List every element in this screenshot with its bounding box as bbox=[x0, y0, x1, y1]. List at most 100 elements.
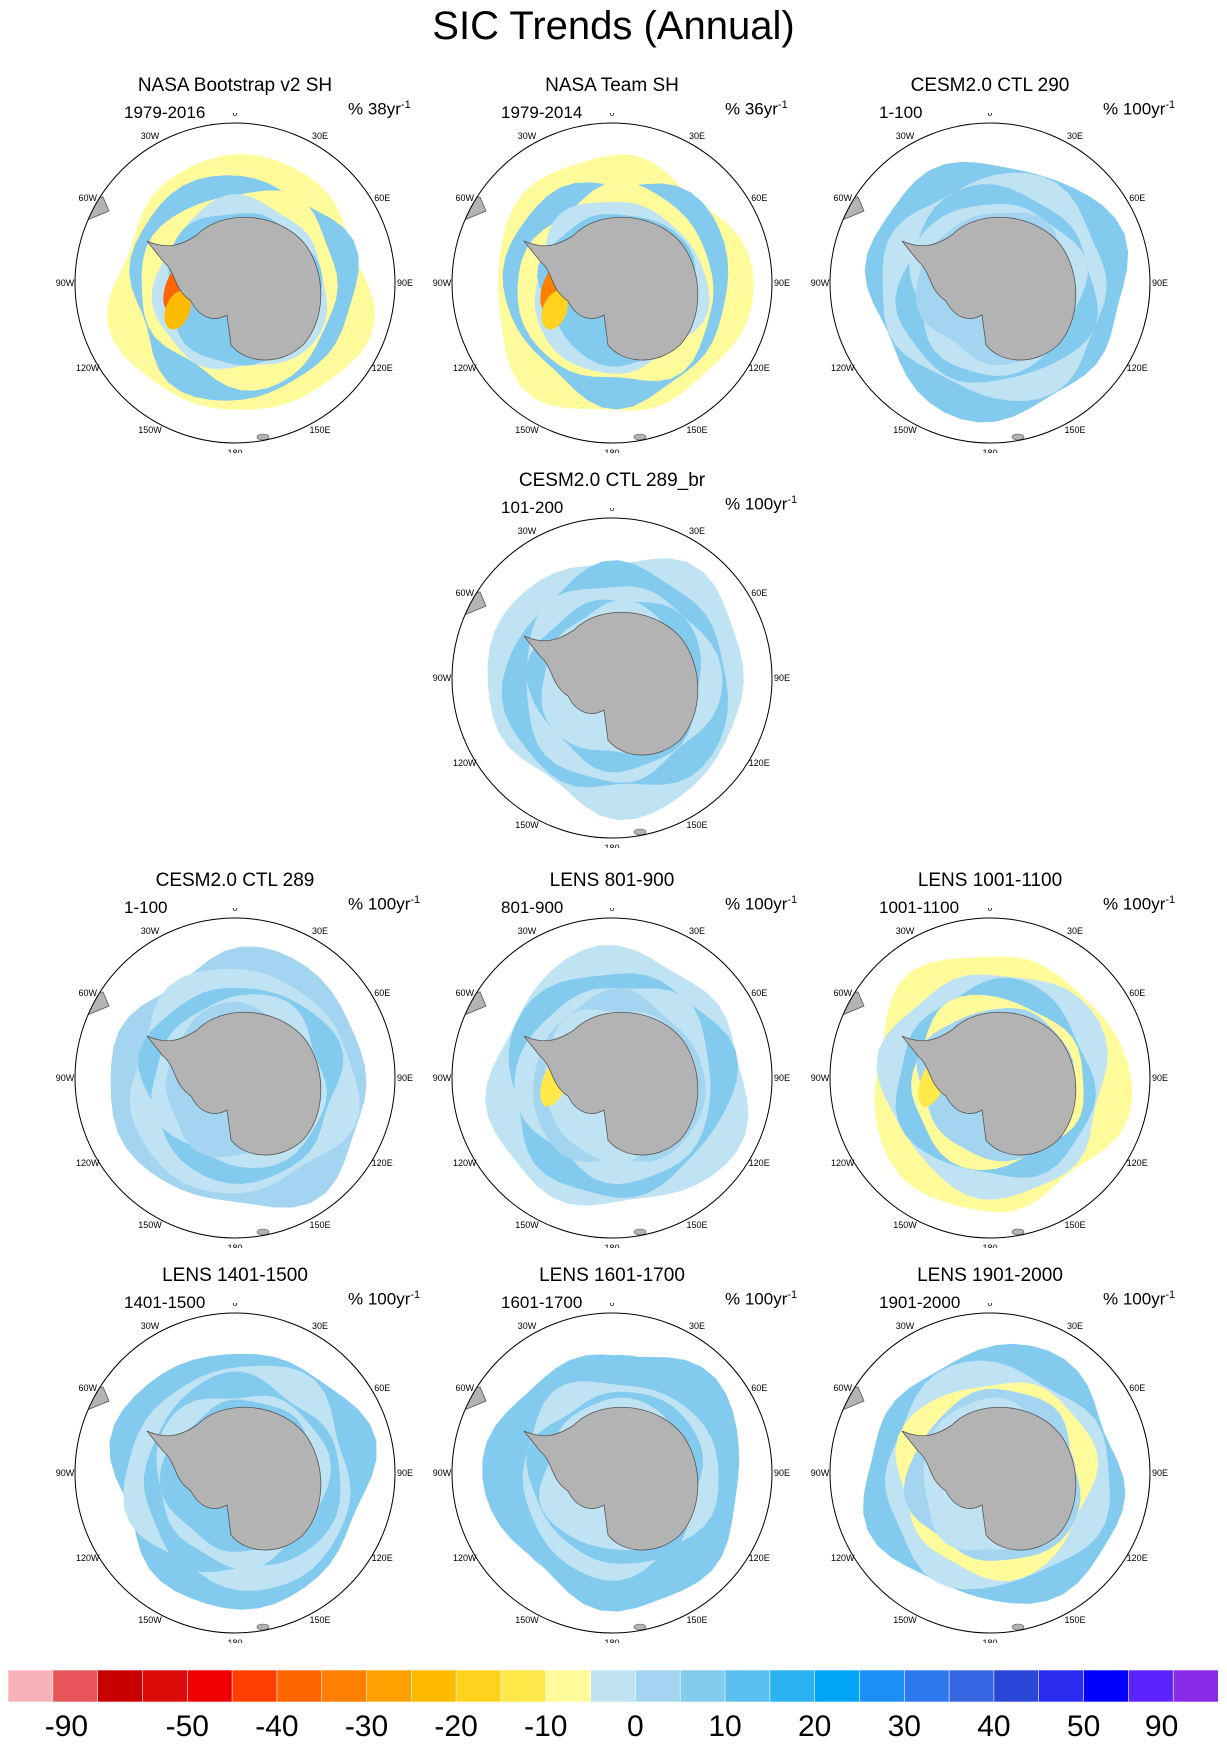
longitude-label: 30E bbox=[1067, 926, 1083, 936]
longitude-label: 120W bbox=[453, 363, 477, 373]
longitude-label: 30W bbox=[518, 526, 537, 536]
longitude-label: 90W bbox=[56, 1468, 75, 1478]
longitude-label: 60W bbox=[456, 588, 475, 598]
colorbar-segment bbox=[859, 1670, 906, 1702]
antarctica-landmass bbox=[146, 1406, 322, 1551]
longitude-label: 30E bbox=[689, 526, 705, 536]
colorbar-segment bbox=[8, 1670, 54, 1702]
longitude-label: 120E bbox=[372, 363, 393, 373]
panel-period: 1979-2014 bbox=[501, 103, 583, 122]
colorbar-segment bbox=[276, 1670, 323, 1702]
new-zealand-landmass bbox=[633, 1623, 647, 1631]
figure-title: SIC Trends (Annual) bbox=[432, 4, 795, 48]
longitude-label: 60E bbox=[1129, 988, 1145, 998]
longitude-label: 30W bbox=[141, 1321, 160, 1331]
colorbar-labels: -90 -50 -40 -30 -20 -10 0 10 20 30 40 50 90 bbox=[0, 1710, 1227, 1744]
new-zealand-landmass bbox=[633, 433, 647, 441]
antarctica-landmass bbox=[523, 1406, 699, 1551]
longitude-label: 150W bbox=[138, 425, 162, 435]
longitude-label: 30W bbox=[518, 131, 537, 141]
colorbar-segment bbox=[1083, 1670, 1130, 1702]
longitude-label: 180 bbox=[604, 448, 619, 453]
longitude-label: 180 bbox=[982, 1638, 997, 1643]
longitude-label: 150E bbox=[1064, 1615, 1085, 1625]
longitude-label: 150E bbox=[309, 1615, 330, 1625]
panel-units: % 100yr-1 bbox=[348, 1289, 421, 1309]
longitude-label: 150E bbox=[686, 425, 707, 435]
longitude-label: 30W bbox=[896, 926, 915, 936]
longitude-label: 30W bbox=[141, 926, 160, 936]
longitude-label: 60E bbox=[1129, 193, 1145, 203]
longitude-label: 0 bbox=[987, 113, 992, 118]
colorbar-tick-label: 40 bbox=[977, 1710, 1011, 1743]
new-zealand-landmass bbox=[633, 1228, 647, 1236]
longitude-label: 90W bbox=[56, 1073, 75, 1083]
longitude-label: 60W bbox=[456, 988, 475, 998]
colorbar-segment bbox=[1128, 1670, 1175, 1702]
map-panel: LENS 801-900 801-900 % 100yr-1 0 30E 60E 90E 12… bbox=[427, 870, 797, 1250]
longitude-label: 120W bbox=[831, 1553, 855, 1563]
longitude-label: 30W bbox=[518, 926, 537, 936]
longitude-label: 90E bbox=[397, 1468, 413, 1478]
colorbar-tick-label: 90 bbox=[1144, 1710, 1179, 1743]
longitude-label: 150E bbox=[686, 1615, 707, 1625]
new-zealand-landmass bbox=[256, 1623, 270, 1631]
longitude-label: 0 bbox=[987, 908, 992, 913]
panel-title: NASA Bootstrap v2 SH bbox=[137, 75, 333, 96]
panel-title: LENS 1901-2000 bbox=[917, 1265, 1063, 1286]
map-panel: CESM2.0 CTL 289_br 101-200 % 100yr-1 0 30E 60… bbox=[427, 470, 797, 850]
longitude-label: 30E bbox=[312, 926, 328, 936]
colorbar-segment bbox=[948, 1670, 995, 1702]
map-boundary bbox=[451, 1312, 773, 1634]
longitude-label: 120W bbox=[76, 1158, 100, 1168]
longitude-label: 60W bbox=[456, 193, 475, 203]
longitude-label: 30E bbox=[1067, 131, 1083, 141]
longitude-label: 30W bbox=[896, 1321, 915, 1331]
map-boundary bbox=[829, 122, 1151, 444]
new-zealand-landmass bbox=[1011, 1623, 1025, 1631]
colorbar-segment bbox=[321, 1670, 368, 1702]
map-boundary bbox=[451, 122, 773, 444]
new-zealand-landmass bbox=[256, 1228, 270, 1236]
colorbar-segment bbox=[545, 1670, 592, 1702]
longitude-label: 180 bbox=[227, 1243, 242, 1248]
map-panel: NASA Team SH 1979-2014 % 36yr-1 0 30E 60E 90E 1… bbox=[427, 75, 797, 455]
longitude-label: 120E bbox=[372, 1158, 393, 1168]
polar-map: 0 30E 60E 90E 120E 150E 180 150W 120W 90W 60W 30W bbox=[811, 1303, 1168, 1643]
antarctica-landmass bbox=[523, 611, 699, 756]
longitude-label: 150E bbox=[1064, 1220, 1085, 1230]
colorbar-segment bbox=[1172, 1670, 1218, 1702]
longitude-label: 90W bbox=[56, 278, 75, 288]
panel-units: % 100yr-1 bbox=[1103, 99, 1176, 119]
new-zealand-landmass bbox=[256, 433, 270, 441]
longitude-label: 150E bbox=[686, 820, 707, 830]
map-panel: LENS 1001-1100 1001-1100 % 100yr-1 0 30E 60E 9… bbox=[805, 870, 1175, 1250]
map-boundary bbox=[74, 122, 396, 444]
map-panel: LENS 1901-2000 1901-2000 % 100yr-1 0 30E 60E 9… bbox=[805, 1265, 1175, 1645]
panel-units: % 100yr-1 bbox=[348, 894, 421, 914]
longitude-label: 90W bbox=[433, 1073, 452, 1083]
colorbar-segment bbox=[455, 1670, 502, 1702]
longitude-label: 90E bbox=[774, 673, 790, 683]
colorbar-tick-label: -40 bbox=[255, 1710, 299, 1743]
longitude-label: 90W bbox=[811, 1073, 830, 1083]
antarctica-landmass bbox=[901, 1406, 1077, 1551]
panel-period: 1601-1700 bbox=[501, 1293, 583, 1312]
longitude-label: 120E bbox=[749, 758, 770, 768]
colorbar-tick-label: -50 bbox=[165, 1710, 209, 1743]
colorbar-segment bbox=[187, 1670, 233, 1702]
colorbar-tick-label: -10 bbox=[524, 1710, 568, 1743]
trend-hotspot bbox=[541, 290, 568, 330]
longitude-label: 120W bbox=[76, 1553, 100, 1563]
longitude-label: 150W bbox=[515, 820, 539, 830]
map-boundary bbox=[74, 1312, 396, 1634]
longitude-label: 30W bbox=[518, 1321, 537, 1331]
longitude-label: 150E bbox=[686, 1220, 707, 1230]
polar-map: 0 30E 60E 90E 120E 150E 180 150W 120W 90W 60W 30W bbox=[433, 508, 790, 848]
panel-period: 1-100 bbox=[879, 103, 923, 122]
colorbar-segment bbox=[635, 1670, 682, 1702]
panel-title: CESM2.0 CTL 290 bbox=[910, 75, 1070, 96]
panel-units: % 100yr-1 bbox=[1103, 1289, 1176, 1309]
polar-map: 0 30E 60E 90E 120E 150E 180 150W 120W 90W 60W 30W bbox=[56, 1303, 413, 1643]
longitude-label: 150W bbox=[893, 1615, 917, 1625]
